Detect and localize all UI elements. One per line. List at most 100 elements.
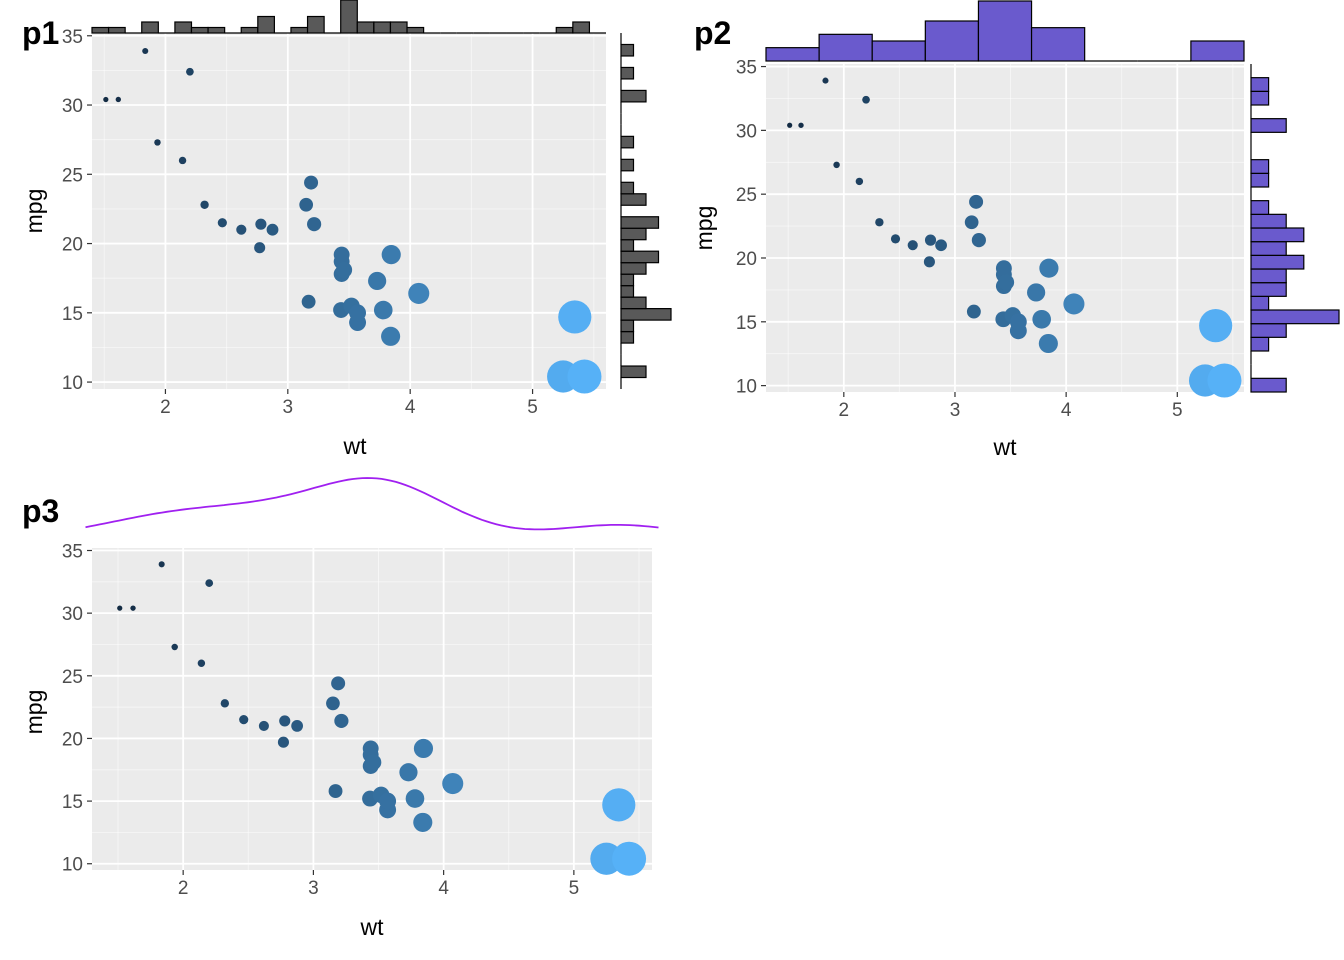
data-point: [1038, 333, 1058, 354]
histogram-bar: [1250, 159, 1270, 174]
data-point: [399, 763, 418, 782]
x-tick-label: 3: [283, 397, 294, 418]
x-tick-label: 3: [950, 400, 961, 421]
plot-tag-p3: p3: [22, 493, 59, 529]
x-tick-label: 4: [438, 878, 449, 899]
x-tick-label: 3: [308, 878, 319, 899]
density-curve: [85, 477, 659, 531]
data-point: [381, 326, 401, 346]
panel-background: [766, 64, 1244, 392]
histogram-bar: [207, 26, 226, 34]
y-axis-title: mpg: [691, 206, 717, 251]
data-point: [304, 175, 319, 190]
data-point: [291, 720, 304, 732]
data-point: [236, 224, 247, 235]
data-point: [142, 47, 149, 55]
histogram-bar: [1250, 282, 1287, 297]
grid-minor: [92, 33, 606, 389]
data-point: [413, 738, 434, 759]
data-point: [442, 773, 464, 795]
data-point: [258, 720, 269, 731]
data-point: [239, 715, 249, 725]
data-point: [197, 659, 206, 667]
data-point: [1039, 258, 1059, 278]
y-tick-label: 10: [62, 855, 83, 876]
x-tick-label: 4: [1061, 400, 1072, 421]
histogram-bar: [190, 26, 209, 34]
top-marginal-histogram: [91, 0, 606, 34]
data-point: [301, 294, 316, 309]
data-point: [558, 300, 592, 334]
plot-p1: p1 2 3 4 5 10 15 20 25 30 35 wt mpg: [21, 0, 672, 459]
histogram-bar: [620, 308, 672, 321]
data-point: [365, 754, 382, 771]
histogram-bar: [620, 285, 635, 298]
histogram-bar: [620, 193, 647, 206]
y-tick-labels: 10 15 20 25 30 35: [62, 542, 92, 876]
grid-major: [766, 64, 1244, 392]
data-point: [998, 274, 1015, 291]
data-point: [178, 156, 187, 165]
x-tick-label: 2: [178, 878, 189, 899]
histogram-bar: [1250, 77, 1270, 92]
grid-major: [92, 33, 606, 389]
data-point: [130, 605, 136, 611]
histogram-bar: [1250, 309, 1340, 325]
data-point: [373, 300, 393, 320]
histogram-bar: [620, 66, 635, 80]
x-tick-labels: 2 3 4 5: [839, 392, 1183, 421]
y-tick-label: 10: [62, 373, 83, 394]
y-tick-label: 25: [62, 667, 83, 688]
plot-tag-p1: p1: [22, 15, 59, 51]
histogram-bar: [765, 47, 820, 62]
right-marginal-histogram: [1250, 64, 1340, 393]
data-point: [1207, 363, 1242, 398]
x-axis-title: wt: [343, 433, 368, 459]
data-point: [1009, 313, 1027, 331]
histogram-bar: [620, 158, 635, 172]
data-point: [1199, 309, 1233, 343]
histogram-bar: [340, 0, 358, 34]
histogram-bar: [1190, 40, 1245, 62]
histogram-bar: [620, 319, 635, 333]
data-point: [966, 304, 981, 319]
data-point: [333, 246, 350, 263]
histogram-bar: [620, 262, 647, 275]
y-axis-title: mpg: [21, 189, 47, 234]
data-point: [362, 740, 379, 757]
histogram-bar: [1250, 118, 1287, 133]
histogram-bar: [555, 26, 574, 34]
x-tick-label: 2: [839, 400, 850, 421]
histogram-bar: [107, 26, 126, 34]
grid-major: [92, 548, 652, 870]
histogram-bar: [1250, 254, 1305, 270]
y-tick-label: 15: [736, 313, 757, 334]
histogram-bar: [620, 330, 635, 344]
y-tick-label: 10: [736, 377, 757, 398]
x-axis-title: wt: [360, 914, 385, 940]
data-point: [186, 67, 194, 76]
histogram-bar: [1250, 323, 1287, 338]
histogram-bar: [620, 89, 647, 103]
histogram-bar: [924, 20, 980, 62]
data-point: [798, 122, 804, 128]
histogram-bar: [620, 181, 635, 195]
histogram-bar: [1250, 295, 1270, 311]
histogram-bar: [356, 21, 375, 34]
data-point: [924, 234, 937, 246]
histogram-bar: [620, 227, 647, 241]
data-point: [405, 789, 425, 808]
y-tick-label: 35: [62, 27, 83, 48]
histogram-bar: [1250, 268, 1287, 284]
point-layer: [117, 561, 647, 876]
y-tick-label: 20: [736, 249, 757, 270]
data-point: [336, 261, 353, 278]
data-point: [381, 245, 401, 265]
histogram-bar: [1250, 200, 1270, 215]
y-tick-label: 35: [62, 542, 83, 563]
histogram-bar: [620, 135, 635, 149]
panel-background: [92, 548, 652, 870]
data-point: [299, 197, 314, 212]
data-point: [833, 161, 840, 169]
histogram-bar: [1250, 90, 1270, 106]
